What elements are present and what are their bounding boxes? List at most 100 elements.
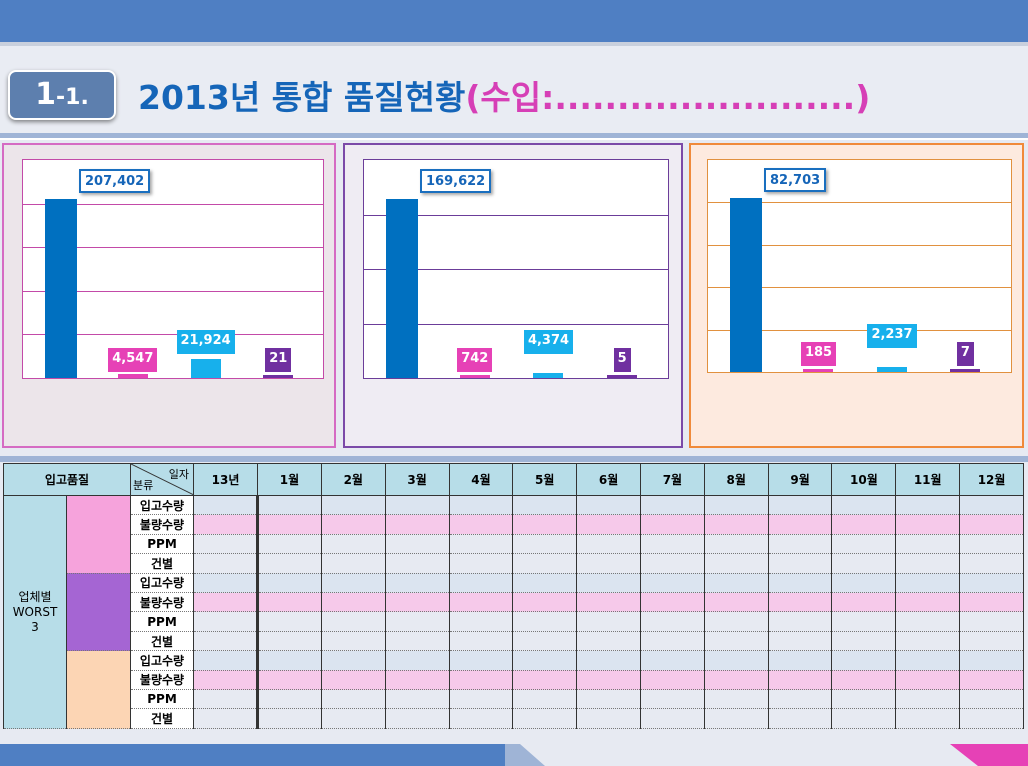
data-cell[interactable] xyxy=(384,611,450,632)
data-cell[interactable] xyxy=(767,650,833,671)
data-cell[interactable] xyxy=(895,592,961,613)
data-cell[interactable] xyxy=(959,533,1024,555)
data-cell[interactable] xyxy=(384,494,450,516)
data-cell[interactable] xyxy=(320,611,386,632)
data-cell[interactable] xyxy=(703,708,769,729)
data-cell[interactable] xyxy=(320,650,386,671)
data-cell[interactable] xyxy=(959,630,1024,652)
data-cell[interactable] xyxy=(320,630,386,652)
data-cell[interactable] xyxy=(831,650,897,671)
data-cell[interactable] xyxy=(703,494,769,516)
data-cell[interactable] xyxy=(448,572,514,594)
data-cell[interactable] xyxy=(257,514,322,535)
data-cell[interactable] xyxy=(895,611,961,632)
data-cell[interactable] xyxy=(193,630,260,652)
data-cell[interactable] xyxy=(320,669,386,691)
data-cell[interactable] xyxy=(448,630,514,652)
data-cell[interactable] xyxy=(320,533,386,555)
data-cell[interactable] xyxy=(639,650,705,671)
data-cell[interactable] xyxy=(767,494,833,516)
data-cell[interactable] xyxy=(193,533,260,555)
data-cell[interactable] xyxy=(767,669,833,691)
data-cell[interactable] xyxy=(320,689,386,710)
data-cell[interactable] xyxy=(448,553,514,574)
data-cell[interactable] xyxy=(703,611,769,632)
data-cell[interactable] xyxy=(959,592,1024,613)
data-cell[interactable] xyxy=(639,630,705,652)
data-cell[interactable] xyxy=(448,708,514,729)
data-cell[interactable] xyxy=(639,494,705,516)
data-cell[interactable] xyxy=(576,592,641,613)
data-cell[interactable] xyxy=(193,514,260,535)
data-cell[interactable] xyxy=(831,708,897,729)
data-cell[interactable] xyxy=(193,572,260,594)
data-cell[interactable] xyxy=(767,689,833,710)
data-cell[interactable] xyxy=(448,650,514,671)
data-cell[interactable] xyxy=(831,669,897,691)
data-cell[interactable] xyxy=(576,514,641,535)
data-cell[interactable] xyxy=(193,494,260,516)
data-cell[interactable] xyxy=(959,650,1024,671)
data-cell[interactable] xyxy=(895,514,961,535)
data-cell[interactable] xyxy=(512,669,578,691)
data-cell[interactable] xyxy=(767,611,833,632)
data-cell[interactable] xyxy=(895,553,961,574)
data-cell[interactable] xyxy=(831,553,897,574)
data-cell[interactable] xyxy=(895,708,961,729)
data-cell[interactable] xyxy=(257,650,322,671)
data-cell[interactable] xyxy=(576,630,641,652)
data-cell[interactable] xyxy=(448,669,514,691)
data-cell[interactable] xyxy=(320,708,386,729)
data-cell[interactable] xyxy=(384,708,450,729)
data-cell[interactable] xyxy=(639,592,705,613)
data-cell[interactable] xyxy=(448,533,514,555)
data-cell[interactable] xyxy=(576,533,641,555)
data-cell[interactable] xyxy=(767,630,833,652)
data-cell[interactable] xyxy=(512,592,578,613)
data-cell[interactable] xyxy=(257,611,322,632)
data-cell[interactable] xyxy=(576,572,641,594)
data-cell[interactable] xyxy=(767,592,833,613)
data-cell[interactable] xyxy=(703,592,769,613)
data-cell[interactable] xyxy=(193,708,260,729)
data-cell[interactable] xyxy=(639,533,705,555)
data-cell[interactable] xyxy=(895,689,961,710)
data-cell[interactable] xyxy=(639,708,705,729)
data-cell[interactable] xyxy=(512,708,578,729)
data-cell[interactable] xyxy=(384,630,450,652)
data-cell[interactable] xyxy=(384,553,450,574)
data-cell[interactable] xyxy=(384,514,450,535)
data-cell[interactable] xyxy=(576,669,641,691)
data-cell[interactable] xyxy=(959,553,1024,574)
data-cell[interactable] xyxy=(384,572,450,594)
data-cell[interactable] xyxy=(576,708,641,729)
data-cell[interactable] xyxy=(767,514,833,535)
data-cell[interactable] xyxy=(512,630,578,652)
data-cell[interactable] xyxy=(448,689,514,710)
data-cell[interactable] xyxy=(257,630,322,652)
data-cell[interactable] xyxy=(703,630,769,652)
data-cell[interactable] xyxy=(257,533,322,555)
data-cell[interactable] xyxy=(639,553,705,574)
data-cell[interactable] xyxy=(639,611,705,632)
data-cell[interactable] xyxy=(576,689,641,710)
data-cell[interactable] xyxy=(448,494,514,516)
data-cell[interactable] xyxy=(576,553,641,574)
data-cell[interactable] xyxy=(895,650,961,671)
data-cell[interactable] xyxy=(448,611,514,632)
data-cell[interactable] xyxy=(895,669,961,691)
data-cell[interactable] xyxy=(831,514,897,535)
data-cell[interactable] xyxy=(895,533,961,555)
data-cell[interactable] xyxy=(703,514,769,535)
data-cell[interactable] xyxy=(831,592,897,613)
data-cell[interactable] xyxy=(703,650,769,671)
data-cell[interactable] xyxy=(384,592,450,613)
data-cell[interactable] xyxy=(767,708,833,729)
data-cell[interactable] xyxy=(257,572,322,594)
data-cell[interactable] xyxy=(576,650,641,671)
data-cell[interactable] xyxy=(959,689,1024,710)
data-cell[interactable] xyxy=(320,572,386,594)
data-cell[interactable] xyxy=(639,669,705,691)
data-cell[interactable] xyxy=(320,553,386,574)
data-cell[interactable] xyxy=(576,494,641,516)
